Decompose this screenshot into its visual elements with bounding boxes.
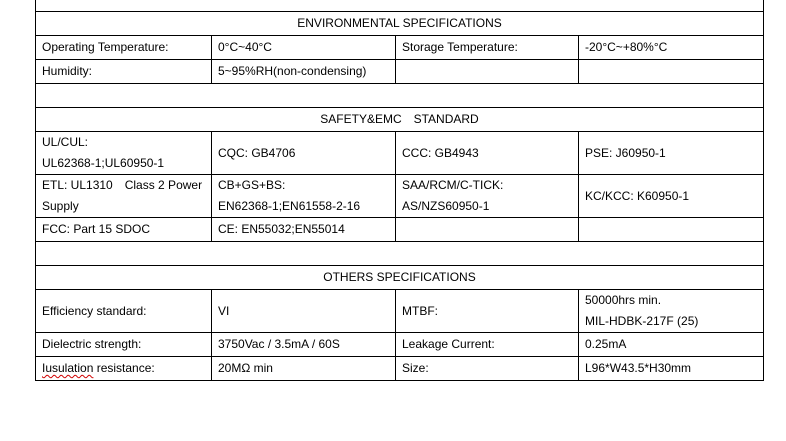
section-header-row: SAFETY&EMC STANDARD (35, 107, 764, 132)
table-body: ENVIRONMENTAL SPECIFICATIONS Operating Te… (35, 0, 764, 381)
cell-line: Supply (42, 199, 79, 213)
cell-line: AS/NZS60950-1 (402, 199, 490, 213)
spec-label-cell: ETL: UL1310 Class 2 Power Supply (35, 174, 212, 218)
section-header-row: OTHERS SPECIFICATIONS (35, 265, 764, 290)
cell-line: ETL: UL1310 Class 2 Power (42, 178, 203, 192)
spec-label-cell (395, 59, 579, 84)
cell-line: Dielectric strength: (42, 337, 142, 351)
table-row: Operating Temperature: 0°C~40°C Storage Te… (35, 35, 764, 60)
spec-label-cell: Leakage Current: (395, 332, 579, 357)
specifications-table: ENVIRONMENTAL SPECIFICATIONS Operating Te… (35, 0, 764, 381)
spec-label-cell: UL/CUL: UL62368-1;UL60950-1 (35, 131, 212, 175)
spec-label-cell: Operating Temperature: (35, 35, 212, 60)
section-title: OTHERS SPECIFICATIONS (35, 265, 764, 290)
misspelled-word: Iusulation (42, 361, 94, 375)
cell-line: Storage Temperature: (402, 40, 518, 54)
table-row: Efficiency standard: VI MTBF: 50000hrs min.… (35, 289, 764, 333)
cell-line: -20°C~+80%°C (585, 40, 668, 54)
spec-label-cell: Iusulation resistance: (35, 356, 212, 381)
spec-label-cell: SAA/RCM/C-TICK: AS/NZS60950-1 (395, 174, 579, 218)
cell-line: 3750Vac / 3.5mA / 60S (218, 337, 340, 351)
table-row: Iusulation resistance: 20MΩ min Size: L96*W… (35, 356, 764, 381)
cell-line: Iusulation resistance: (42, 358, 205, 379)
cell-line: KC/KCC: K60950-1 (585, 188, 690, 203)
cell-line: Leakage Current: (402, 337, 495, 351)
cell-line: Efficiency standard: (42, 303, 147, 318)
cell-line: CCC: GB4943 (402, 145, 479, 160)
section-title: SAFETY&EMC STANDARD (35, 107, 764, 132)
table-row: FCC: Part 15 SDOC CE: EN55032;EN55014 (35, 217, 764, 242)
cell-line: CE: EN55032;EN55014 (218, 222, 345, 236)
spec-value-cell: KC/KCC: K60950-1 (578, 174, 764, 218)
spec-label-cell: FCC: Part 15 SDOC (35, 217, 212, 242)
spec-value-cell: 5~95%RH(non-condensing) (211, 59, 396, 84)
spec-value-cell: -20°C~+80%°C (578, 35, 764, 60)
spec-label-cell: CCC: GB4943 (395, 131, 579, 175)
spec-value-cell: 3750Vac / 3.5mA / 60S (211, 332, 396, 357)
spacer-cell (35, 241, 764, 266)
spacer-row (35, 83, 764, 108)
cell-line: Operating Temperature: (42, 40, 169, 54)
spec-value-cell: 0°C~40°C (211, 35, 396, 60)
spec-label-cell: Humidity: (35, 59, 212, 84)
cell-line: 0°C~40°C (218, 40, 272, 54)
spec-value-cell: 20MΩ min (211, 356, 396, 381)
cell-line: Humidity: (42, 64, 93, 78)
cell-line: CQC: GB4706 (218, 145, 296, 160)
table-row: Dielectric strength: 3750Vac / 3.5mA / 60… (35, 332, 764, 357)
cell-line: Size: (402, 361, 429, 375)
spec-label-cell: Efficiency standard: (35, 289, 212, 333)
spacer-cell (35, 0, 764, 12)
spec-value-cell: CQC: GB4706 (211, 131, 396, 175)
spec-value-cell: 50000hrs min. MIL-HDBK-217F (25) (578, 289, 764, 333)
cell-line: MTBF: (402, 303, 438, 318)
spacer-cell (35, 83, 764, 108)
cell-line: SAA/RCM/C-TICK: (402, 178, 504, 192)
section-header-row: ENVIRONMENTAL SPECIFICATIONS (35, 11, 764, 36)
cell-line-rest: resistance: (93, 361, 155, 375)
cell-line: UL/CUL: (42, 135, 89, 149)
cell-line: 20MΩ min (218, 361, 273, 375)
spec-value-cell: L96*W43.5*H30mm (578, 356, 764, 381)
spec-label-cell: Dielectric strength: (35, 332, 212, 357)
spec-value-cell: 0.25mA (578, 332, 764, 357)
table-row: ETL: UL1310 Class 2 Power Supply CB+GS+BS:… (35, 174, 764, 218)
spec-label-cell: Size: (395, 356, 579, 381)
table-row: Humidity: 5~95%RH(non-condensing) (35, 59, 764, 84)
cell-line: 0.25mA (585, 337, 627, 351)
spec-value-cell: VI (211, 289, 396, 333)
spec-value-cell: PSE: J60950-1 (578, 131, 764, 175)
spec-value-cell (578, 217, 764, 242)
cell-line: CB+GS+BS: (218, 178, 286, 192)
cell-line: 50000hrs min. (585, 293, 662, 307)
spacer-row (35, 241, 764, 266)
cell-line: VI (218, 303, 230, 318)
cell-line: FCC: Part 15 SDOC (42, 222, 151, 236)
spec-label-cell: Storage Temperature: (395, 35, 579, 60)
cell-line: PSE: J60950-1 (585, 145, 666, 160)
cell-line: EN62368-1;EN61558-2-16 (218, 199, 361, 213)
spec-value-cell (578, 59, 764, 84)
cell-line: 5~95%RH(non-condensing) (218, 64, 367, 78)
spacer-row (35, 0, 764, 12)
spec-label-cell: MTBF: (395, 289, 579, 333)
table-row: UL/CUL: UL62368-1;UL60950-1 CQC: GB4706 CCC… (35, 131, 764, 175)
spec-value-cell: CE: EN55032;EN55014 (211, 217, 396, 242)
spec-label-cell (395, 217, 579, 242)
spec-value-cell: CB+GS+BS: EN62368-1;EN61558-2-16 (211, 174, 396, 218)
cell-line: MIL-HDBK-217F (25) (585, 314, 699, 328)
section-title: ENVIRONMENTAL SPECIFICATIONS (35, 11, 764, 36)
cell-line: UL62368-1;UL60950-1 (42, 156, 165, 170)
cell-line: L96*W43.5*H30mm (585, 361, 692, 375)
